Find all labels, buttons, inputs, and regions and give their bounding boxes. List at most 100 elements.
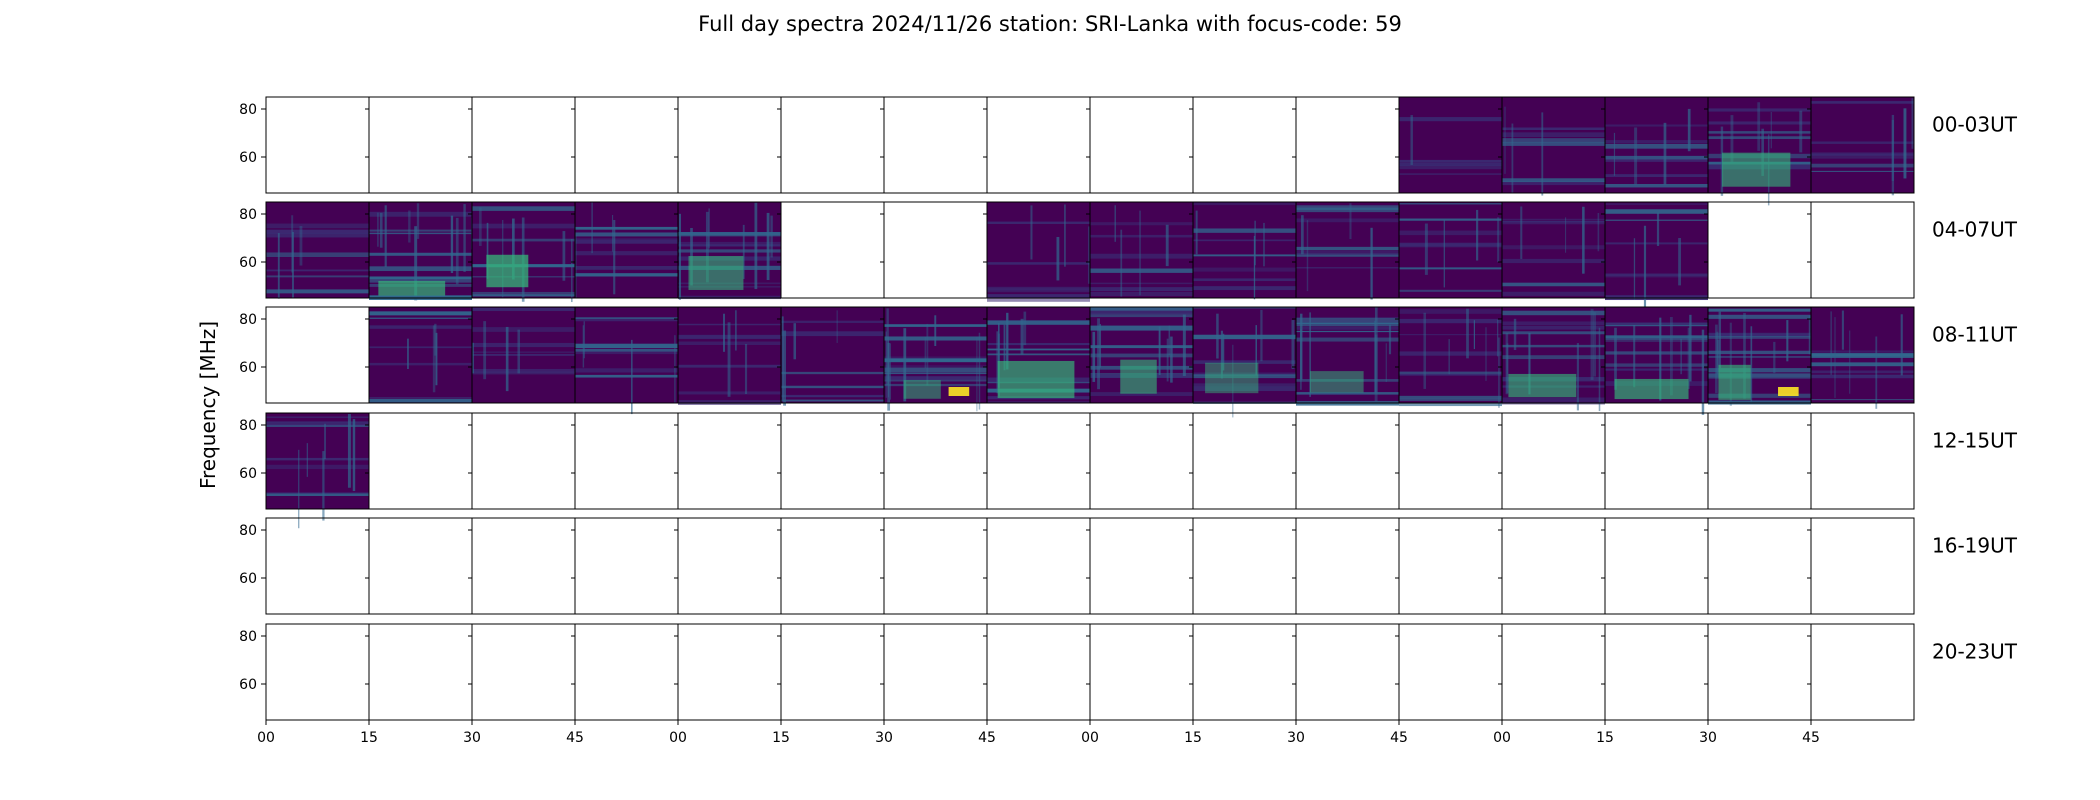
- spectrum-band: [266, 424, 369, 427]
- spectrum-band: [1502, 258, 1605, 264]
- spectrum-band: [987, 221, 1090, 224]
- panel-frame: [986, 517, 1091, 615]
- spectrum-band: [1605, 203, 1708, 205]
- spectrum-band: [1605, 219, 1708, 221]
- spectrum-band: [987, 401, 1090, 404]
- spectrum-panel: [1498, 306, 1606, 412]
- panel-frame: [1810, 517, 1915, 615]
- spectrum-band: [1399, 398, 1502, 401]
- spectrum-panel: [1601, 623, 1709, 721]
- spectrum-panel: [880, 623, 988, 721]
- spectrum-streak: [1687, 327, 1690, 389]
- spectrum-panel: [365, 412, 473, 510]
- panel-frame: [883, 517, 988, 615]
- spectrum-panel: [1189, 201, 1297, 300]
- spectrum-panel: [265, 517, 370, 615]
- spectrum-band: [1399, 395, 1502, 399]
- spectrum-streak: [1263, 222, 1265, 267]
- panel-frame: [471, 517, 576, 615]
- spectrum-band: [1296, 327, 1399, 330]
- spectrum-panel: [1601, 201, 1709, 311]
- x-tick-label: 15: [1596, 730, 1614, 746]
- spectrum-streak: [1770, 111, 1772, 149]
- row-label: 20-23UT: [1932, 640, 2018, 664]
- spectrum-band: [1399, 159, 1502, 163]
- spectrum-streak: [1590, 308, 1594, 380]
- spectrum-streak: [903, 328, 907, 402]
- spectrum-band: [1296, 246, 1399, 251]
- spectrum-panel: [674, 412, 782, 510]
- y-tick-label: 60: [239, 255, 257, 271]
- spectrum-panel: [1395, 96, 1503, 194]
- spectrum-streak: [291, 231, 294, 298]
- spectrum-band: [1090, 392, 1193, 396]
- spectrum-band: [1193, 254, 1296, 257]
- spectrum-streak: [1750, 326, 1753, 404]
- spectrum-panel: [1704, 96, 1812, 206]
- spectrum-streak: [1195, 210, 1198, 255]
- spectrum-streak: [1388, 324, 1392, 355]
- spectrum-band: [1605, 351, 1708, 355]
- spectrum-background: [987, 202, 1090, 298]
- spectrum-streak: [1597, 212, 1600, 252]
- spectrum-band: [266, 464, 369, 470]
- spectrum-band: [1296, 392, 1399, 395]
- spectrum-band: [1090, 345, 1193, 349]
- spectrum-streak: [1773, 341, 1776, 374]
- spectrum-band: [369, 325, 472, 329]
- spectrum-panel: [468, 517, 576, 615]
- spectrum-band: [1399, 203, 1502, 205]
- spectrum-background: [1399, 202, 1502, 298]
- spectrum-panel: [777, 412, 885, 510]
- panel-frame: [1810, 306, 1915, 404]
- panel-frame: [1810, 201, 1915, 299]
- spectrum-band: [1193, 360, 1296, 364]
- spectrum-streak: [1701, 329, 1705, 415]
- spectrum-band: [1605, 335, 1708, 340]
- x-tick-label: 30: [463, 730, 481, 746]
- spectrum-streak: [742, 224, 745, 279]
- panel-frame: [368, 412, 473, 510]
- y-tick-label: 80: [239, 418, 257, 434]
- spectrum-band: [678, 232, 781, 237]
- spectrum-panel: [983, 96, 1091, 194]
- spectrum-band: [1605, 124, 1708, 127]
- spectrum-band: [1605, 324, 1708, 327]
- spectrum-streak: [379, 212, 383, 248]
- spectrum-streak: [1232, 344, 1234, 418]
- spectrum-band: [1502, 282, 1605, 287]
- spectrum-streak: [277, 233, 280, 299]
- spectrum-streak: [1511, 123, 1514, 193]
- spectrum-band: [1399, 267, 1502, 270]
- spectrum-band: [369, 362, 472, 366]
- x-tick-label: 00: [669, 730, 687, 746]
- spectrum-streak: [1003, 324, 1006, 371]
- spectrum-band: [1399, 117, 1502, 122]
- spectrum-panel: [983, 412, 1091, 510]
- spectrum-band: [369, 311, 472, 316]
- spectrum-panel: [571, 306, 679, 415]
- spectrum-band: [1502, 220, 1605, 225]
- spectrum-band: [1502, 400, 1605, 405]
- panel-frame: [368, 96, 473, 194]
- spectrum-band: [678, 241, 781, 247]
- spectrum-band: [369, 229, 472, 232]
- panel-frame: [1089, 96, 1194, 194]
- panel-frame: [1398, 623, 1503, 721]
- spectrum-streak: [1370, 227, 1373, 300]
- panel-frame: [1707, 517, 1812, 615]
- spectrum-panel: [1807, 306, 1915, 409]
- spectrum-panel: [468, 201, 576, 303]
- spectrum-streak: [705, 211, 709, 283]
- spectrum-band: [1296, 317, 1399, 323]
- panel-frame: [1192, 412, 1297, 510]
- spectrum-band: [1090, 282, 1193, 285]
- spectrum-streak: [889, 343, 892, 400]
- panel-frame: [677, 517, 782, 615]
- spectrum-background: [369, 307, 472, 403]
- spectrum-band: [1708, 368, 1811, 373]
- spectrum-streak: [1729, 322, 1732, 406]
- spectrum-panel: [1704, 623, 1812, 721]
- spectrum-streak: [1614, 327, 1617, 390]
- spectrum-streak: [1506, 343, 1509, 393]
